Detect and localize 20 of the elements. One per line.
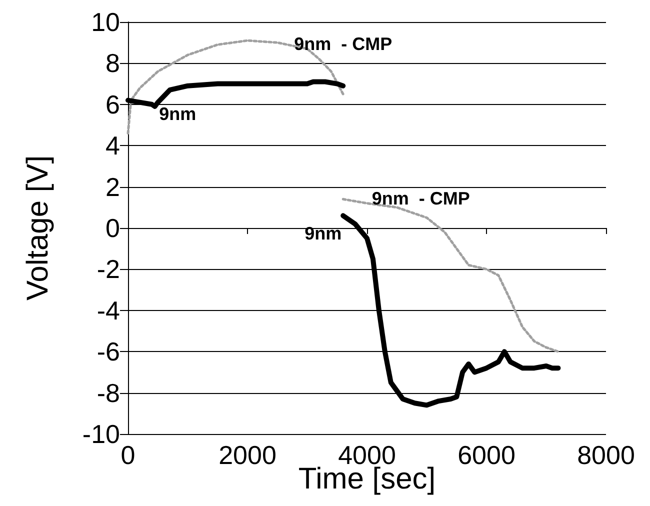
x-tick-label: 8000 xyxy=(577,440,635,470)
x-tick-label: 6000 xyxy=(458,440,516,470)
y-tick-label: 6 xyxy=(106,89,120,120)
series-label: 9nm - CMP xyxy=(372,188,470,208)
y-tick-label: -2 xyxy=(96,254,120,284)
y-tick-label: 8 xyxy=(106,48,120,78)
line-series xyxy=(126,39,344,134)
series-label: 9nm - CMP xyxy=(294,34,392,54)
y-axis-title: Voltage [V] xyxy=(22,155,54,301)
y-tick-label: 4 xyxy=(106,130,120,161)
y-tick-label: 2 xyxy=(106,172,120,202)
legend-label: 9nm xyxy=(304,224,342,244)
y-tick-label: -8 xyxy=(96,378,120,408)
y-tick-label: -4 xyxy=(96,295,120,326)
x-tick-label: 2000 xyxy=(218,440,276,470)
y-tick-label: 0 xyxy=(106,213,120,243)
y-tick-label: -10 xyxy=(82,419,120,449)
series-label: 9nm xyxy=(159,104,196,124)
y-tick-label: 10 xyxy=(91,7,120,37)
y-tick-label: -6 xyxy=(96,336,120,367)
